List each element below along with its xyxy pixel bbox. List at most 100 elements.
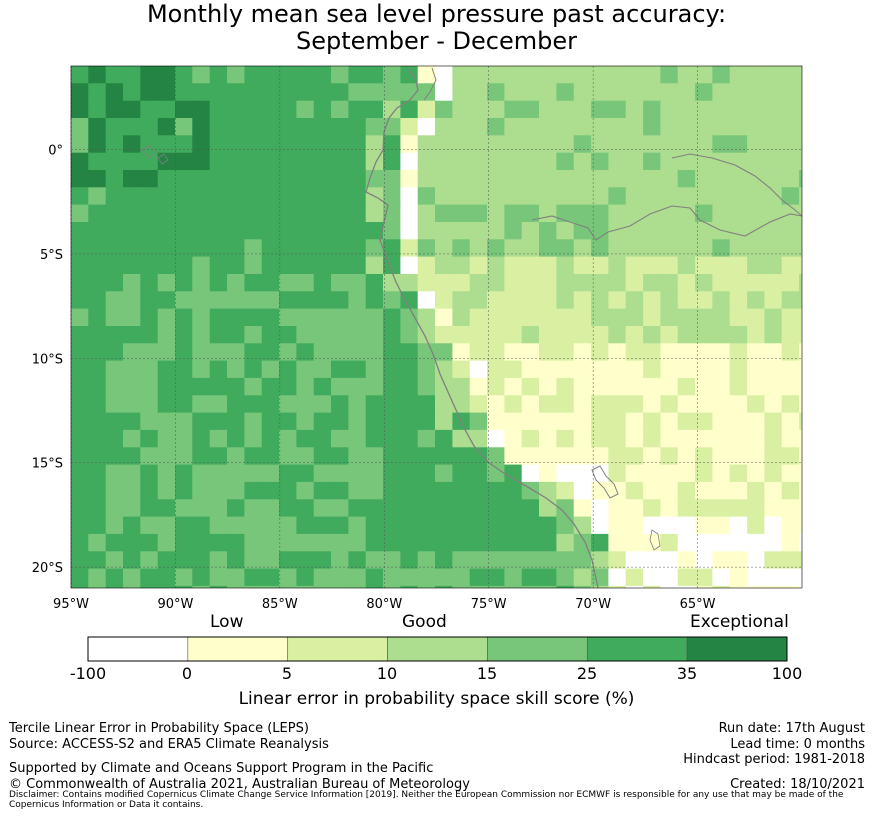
skill-cell: [313, 291, 332, 310]
skill-cell: [660, 152, 679, 171]
skill-cell: [88, 187, 107, 206]
skill-cell: [573, 83, 592, 102]
skill-cell: [591, 326, 609, 344]
skill-cell: [591, 135, 609, 154]
skill-cell: [504, 256, 523, 275]
skill-cell: [157, 551, 176, 570]
skill-cell: [348, 551, 367, 570]
skill-cell: [157, 291, 176, 310]
skill-cell: [799, 360, 802, 379]
skill-cell: [781, 395, 800, 414]
skill-cell: [781, 187, 800, 206]
skill-cell: [487, 360, 505, 379]
skill-cell: [296, 481, 315, 500]
skill-cell: [417, 274, 436, 292]
skill-cell: [539, 464, 557, 483]
skill-cell: [452, 360, 471, 379]
skill-cell: [313, 135, 332, 154]
skill-cell: [539, 118, 557, 136]
skill-cell: [539, 100, 557, 119]
skill-cell: [799, 308, 802, 327]
skill-cell: [140, 447, 159, 466]
skill-cell: [175, 516, 193, 535]
skill-cell: [227, 360, 245, 379]
skill-cell: [331, 533, 349, 552]
skill-cell: [764, 499, 783, 518]
skill-cell: [209, 533, 228, 552]
skill-cell: [140, 429, 159, 448]
skill-cell: [105, 481, 124, 500]
skill-cell: [573, 274, 592, 292]
skill-cell: [209, 83, 228, 102]
skill-cell: [175, 343, 193, 362]
skill-cell: [209, 343, 228, 362]
skill-cell: [244, 118, 263, 136]
skill-cell: [452, 100, 471, 119]
skill-cell: [348, 291, 367, 310]
skill-cell: [677, 66, 696, 84]
skill-cell: [781, 481, 800, 500]
skill-cell: [781, 377, 800, 396]
skill-cell: [348, 135, 367, 154]
skill-cell: [365, 395, 384, 414]
skill-cell: [677, 360, 696, 379]
skill-cell: [227, 412, 245, 431]
skill-cell: [695, 499, 713, 518]
skill-cell: [331, 152, 349, 171]
skill-cell: [643, 533, 661, 552]
skill-cell: [209, 395, 228, 414]
skill-cell: [383, 499, 401, 518]
skill-cell: [556, 308, 575, 327]
skill-cell: [348, 360, 367, 379]
latitude-tick-label: 5°S: [40, 248, 63, 263]
longitude-tick-label: 85°W: [262, 597, 298, 612]
skill-cell: [608, 256, 627, 275]
skill-cell: [383, 516, 401, 535]
skill-cell: [764, 66, 783, 84]
skill-cell: [504, 516, 523, 535]
skill-cell: [435, 395, 453, 414]
skill-cell: [677, 308, 696, 327]
skill-cell: [88, 377, 107, 396]
skill-cell: [227, 274, 245, 292]
border-lake-titicaca: [591, 465, 619, 499]
skill-cell: [660, 256, 679, 275]
skill-cell: [660, 395, 679, 414]
skill-cell: [400, 118, 419, 136]
skill-cell: [781, 100, 800, 119]
skill-cell: [469, 395, 488, 414]
skill-cell: [452, 464, 471, 483]
skill-cell: [695, 187, 713, 206]
skill-cell: [608, 516, 627, 535]
skill-cell: [261, 308, 280, 327]
skill-cell: [435, 499, 453, 518]
skill-cell: [625, 135, 644, 154]
skill-cell: [712, 499, 731, 518]
skill-cell: [764, 568, 783, 587]
skill-cell: [729, 83, 748, 102]
skill-cell: [71, 481, 89, 500]
skill-cell: [591, 256, 609, 275]
skill-cell: [192, 568, 211, 587]
skill-cell: [313, 326, 332, 344]
skill-cell: [261, 118, 280, 136]
skill-cell: [88, 152, 107, 171]
skill-cell: [244, 308, 263, 327]
skill-cell: [209, 516, 228, 535]
skill-cell: [400, 66, 419, 84]
skill-cell: [417, 481, 436, 500]
skill-cell: [261, 66, 280, 84]
skill-cell: [556, 291, 575, 310]
skill-cell: [123, 429, 141, 448]
skill-cell: [469, 533, 488, 552]
skill-cell: [88, 568, 107, 587]
skill-cell: [591, 360, 609, 379]
skill-cell: [677, 499, 696, 518]
skill-cell: [123, 464, 141, 483]
skill-cell: [88, 118, 107, 136]
skill-cell: [591, 274, 609, 292]
skill-cell: [383, 66, 401, 84]
skill-cell: [643, 222, 661, 240]
skill-cell: [625, 343, 644, 362]
skill-cell: [417, 291, 436, 310]
